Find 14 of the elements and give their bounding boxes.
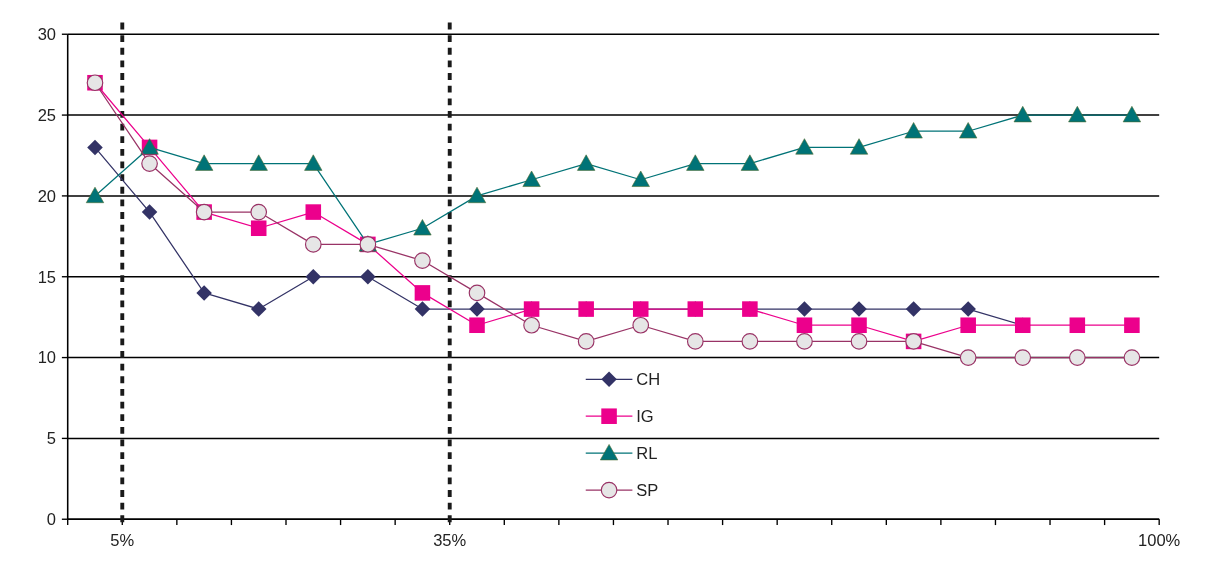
- y-tick-label: 25: [37, 105, 57, 125]
- legend-label: CH: [636, 370, 661, 390]
- y-tick-label: 20: [37, 186, 57, 206]
- legend-label: RL: [636, 443, 658, 463]
- legend-label: SP: [636, 480, 659, 500]
- legend-label: IG: [636, 406, 654, 426]
- y-tick-label: 5: [46, 429, 57, 449]
- y-tick-label: 15: [37, 267, 57, 287]
- x-tick-label: 100%: [1138, 531, 1181, 551]
- y-tick-label: 10: [37, 348, 57, 368]
- x-tick-label: 35%: [433, 531, 467, 551]
- y-tick-label: 0: [46, 510, 57, 530]
- y-tick-label: 30: [37, 25, 57, 45]
- x-tick-label: 5%: [110, 531, 135, 551]
